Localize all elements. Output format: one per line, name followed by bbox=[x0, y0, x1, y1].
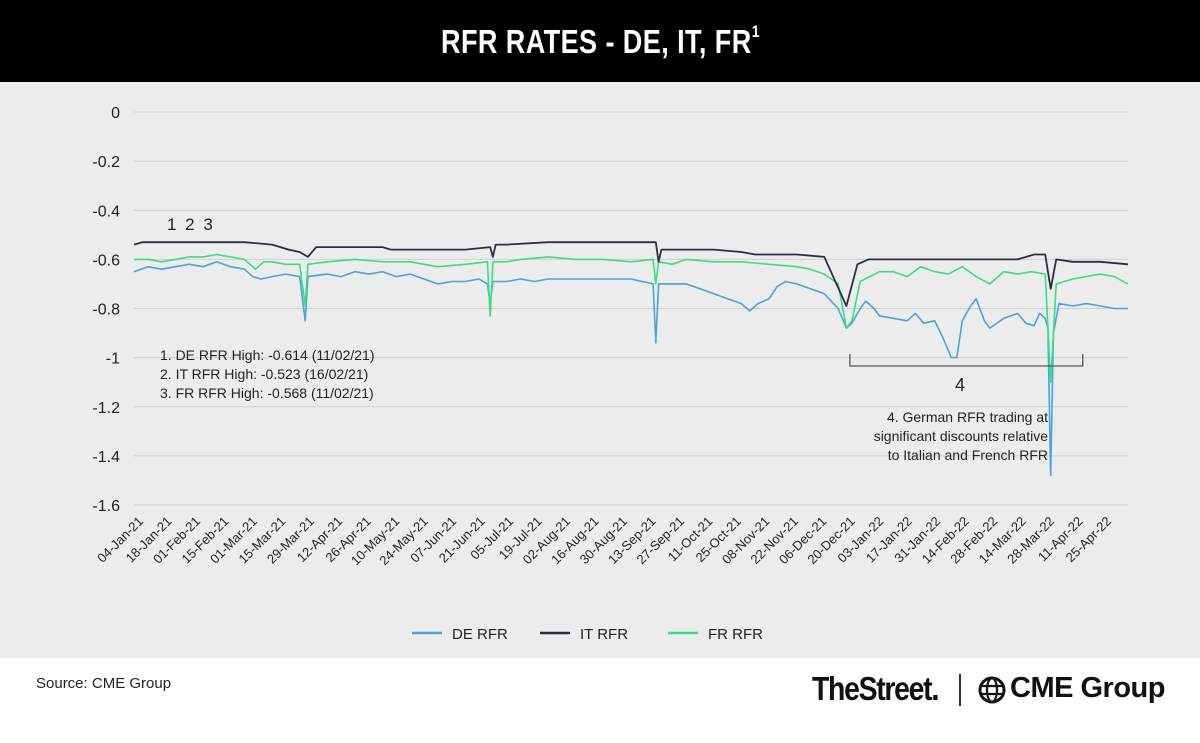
cme-group-logo: CME Group bbox=[1010, 672, 1166, 704]
chart-panel: 0 -0.2 -0.4 -0.6 -0.8 -1 -1.2 -1.4 -1.6 04-Jan-2… bbox=[0, 82, 1200, 658]
bracket-label: 4 bbox=[955, 375, 965, 395]
note-4-text: 4. German RFR trading at significant dis… bbox=[874, 409, 1049, 463]
footer: Source: CME Group TheStreet CME Group bbox=[0, 658, 1200, 743]
y-tick-label: -0.4 bbox=[92, 203, 120, 220]
highs-notes: 1. DE RFR High: -0.614 (11/02/21) 2. IT … bbox=[160, 347, 375, 401]
note-2: 2. IT RFR High: -0.523 (16/02/21) bbox=[160, 366, 368, 382]
y-tick-label: -1.2 bbox=[92, 400, 120, 417]
brand-divider bbox=[959, 674, 961, 706]
title-bar: RFR RATES - DE, IT, FR1 bbox=[0, 0, 1200, 82]
chart-title: RFR RATES - DE, IT, FR1 bbox=[440, 21, 760, 60]
gridlines bbox=[134, 111, 1128, 506]
series-line-fr bbox=[134, 253, 1129, 383]
x-axis-ticks: 04-Jan-2118-Jan-2101-Feb-2115-Feb-2101-M… bbox=[94, 514, 1114, 569]
legend-label-fr: FR RFR bbox=[708, 626, 763, 643]
note-4-line-1: 4. German RFR trading at bbox=[887, 409, 1048, 425]
note-3: 3. FR RFR High: -0.568 (11/02/21) bbox=[160, 385, 374, 401]
y-tick-label: 0 bbox=[111, 105, 120, 122]
y-axis-ticks: 0 -0.2 -0.4 -0.6 -0.8 -1 -1.2 -1.4 -1.6 bbox=[92, 105, 120, 515]
legend-label-de: DE RFR bbox=[452, 626, 508, 643]
legend-label-it: IT RFR bbox=[580, 626, 628, 643]
note-1: 1. DE RFR High: -0.614 (11/02/21) bbox=[160, 347, 375, 363]
discount-bracket bbox=[849, 354, 1084, 367]
y-tick-label: -0.6 bbox=[92, 252, 120, 269]
series-line-it bbox=[133, 241, 1129, 307]
note-4-line-2: significant discounts relative bbox=[874, 428, 1049, 444]
top-marker-label: 1 2 3 bbox=[167, 215, 215, 234]
y-tick-label: -0.8 bbox=[92, 302, 120, 319]
series-lines bbox=[133, 241, 1129, 477]
y-tick-label: -1.4 bbox=[92, 449, 120, 466]
legend: DE RFR IT RFR FR RFR bbox=[412, 626, 763, 643]
globe-icon bbox=[978, 676, 1006, 704]
bracket-line bbox=[849, 354, 1084, 367]
line-chart: 0 -0.2 -0.4 -0.6 -0.8 -1 -1.2 -1.4 -1.6 04-Jan-2… bbox=[92, 105, 1129, 643]
y-tick-label: -1 bbox=[106, 351, 120, 368]
note-4-line-3: to Italian and French RFR bbox=[888, 447, 1048, 463]
thestreet-logo: TheStreet bbox=[812, 670, 938, 708]
y-tick-label: -1.6 bbox=[92, 498, 120, 515]
series-line-de bbox=[133, 261, 1128, 477]
y-tick-label: -0.2 bbox=[92, 154, 120, 171]
source-text: Source: CME Group bbox=[36, 675, 172, 692]
